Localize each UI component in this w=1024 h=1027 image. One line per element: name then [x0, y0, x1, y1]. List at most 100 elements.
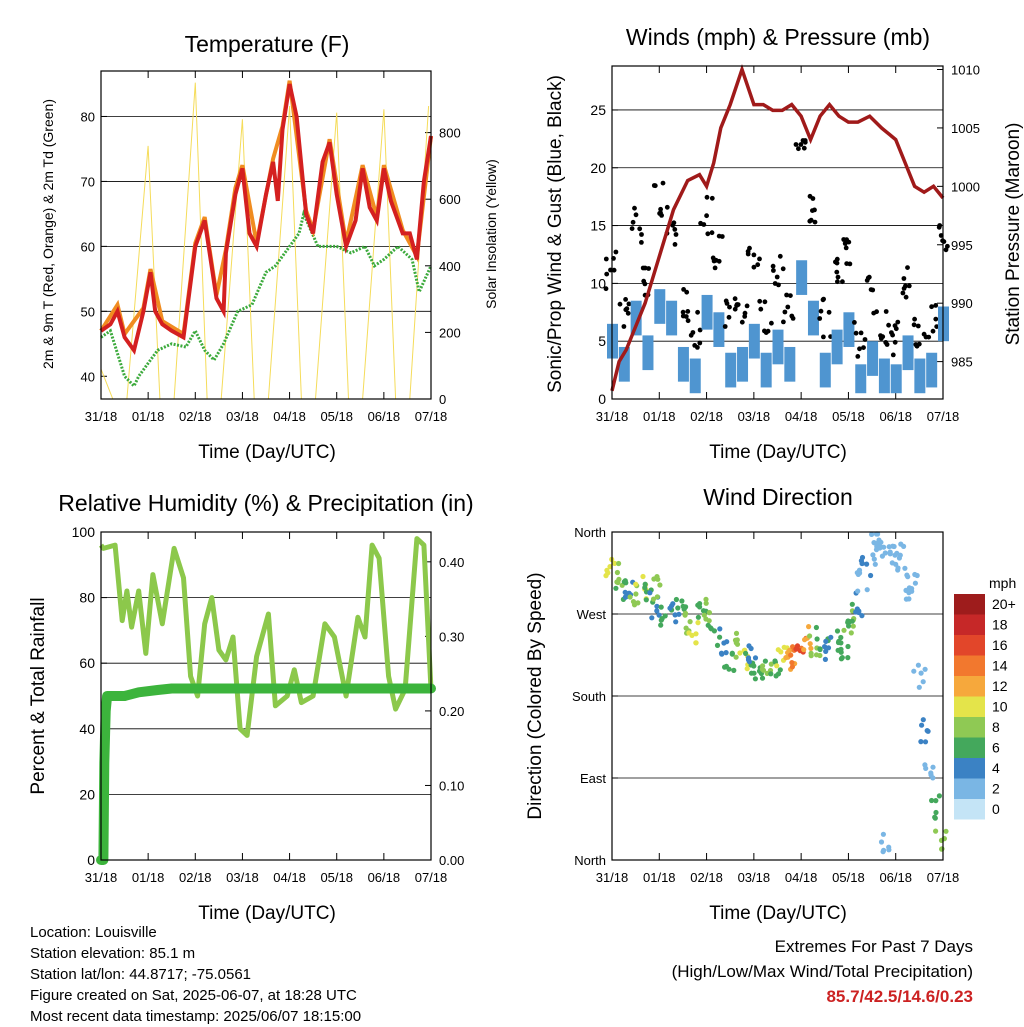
direction-xlabel: Time (Day/UTC)	[709, 903, 847, 924]
wind-gust-point	[800, 138, 806, 143]
wind-direction-point	[846, 623, 852, 629]
wind-gust-point	[633, 212, 639, 218]
wind-direction-point	[912, 580, 919, 586]
legend-swatch	[954, 594, 985, 615]
direction-title: Wind Direction	[703, 484, 853, 510]
wind-direction-point	[793, 646, 799, 652]
temperature-ytick-label: 60	[81, 239, 95, 254]
humidity-xlabel: Time (Day/UTC)	[198, 903, 336, 924]
direction-ytick-label: West	[577, 607, 607, 622]
humidity-xtick-label: 05/18	[320, 870, 353, 885]
winds-xtick-label: 03/18	[738, 409, 771, 424]
wind-direction-point	[640, 573, 646, 580]
temperature-xtick-label: 01/18	[132, 409, 165, 424]
winds-xtick-label: 02/18	[690, 409, 723, 424]
wind-gust-point	[776, 282, 781, 288]
wind-direction-point	[647, 590, 653, 596]
wind-direction-point	[878, 839, 885, 845]
wind-gust-point	[672, 227, 678, 232]
wind-direction-point	[774, 663, 780, 669]
wind-direction-point	[914, 572, 920, 579]
wind-gust-point	[646, 266, 651, 271]
wind-gust-point	[709, 230, 715, 236]
wind-gust-point	[658, 210, 663, 216]
temperature-y2tick-label: 600	[439, 192, 461, 207]
wind-direction-point	[864, 561, 870, 567]
wind-gust-point	[874, 309, 879, 315]
wind-direction-point	[895, 567, 901, 573]
winds-frame	[611, 65, 944, 400]
wind-direction-point	[614, 569, 621, 576]
wind-direction-point	[896, 555, 903, 561]
direction-xtick-label: 07/18	[927, 870, 960, 885]
wind-gust-point	[641, 278, 647, 284]
wind-gust-point	[807, 218, 813, 224]
wind-direction-point	[607, 564, 613, 570]
wind-direction-point	[918, 670, 924, 676]
direction-ytick-label: East	[580, 771, 606, 786]
legend-swatch	[954, 799, 985, 820]
wind-direction-point	[654, 608, 660, 614]
wind-direction-point	[676, 611, 682, 617]
extremes-heading: Extremes For Past 7 Days	[774, 937, 973, 956]
wind-direction-point	[635, 600, 641, 606]
wind-direction-point	[841, 627, 847, 633]
winds-y2tick-label: 1010	[951, 63, 980, 78]
wind-speed-mark	[737, 346, 749, 382]
wind-gust-point	[884, 342, 890, 347]
wind-direction-point	[734, 637, 740, 643]
wind-gust-point	[603, 256, 609, 262]
wind-direction-point	[828, 634, 834, 640]
wind-direction-point	[726, 666, 732, 672]
wind-direction-point	[924, 728, 930, 734]
wind-direction-point	[817, 652, 823, 659]
wind-gust-point	[840, 279, 845, 285]
wind-gust-point	[906, 283, 912, 289]
station-info: Location: Louisville Station elevation: …	[30, 922, 361, 1027]
wind-gust-point	[930, 328, 936, 334]
winds-ylabel: Sonic/Prop Wind & Gust (Blue, Black)	[545, 75, 566, 393]
wind-direction-point	[737, 650, 743, 656]
humidity-ytick-label: 20	[79, 786, 95, 802]
wind-direction-point	[904, 572, 910, 578]
humidity-y2tick-label: 0.10	[439, 778, 464, 793]
wind-speed-mark	[654, 289, 666, 324]
wind-direction-point	[918, 739, 924, 745]
wind-gust-point	[857, 346, 862, 352]
wind-gust-point	[660, 180, 666, 186]
wind-gust-point	[890, 332, 895, 338]
wind-direction-point	[880, 831, 887, 837]
wind-direction-point	[654, 594, 660, 600]
wind-direction-point	[748, 645, 754, 652]
wind-direction-point	[656, 612, 662, 618]
wind-direction-point	[743, 650, 749, 657]
wind-gust-point	[821, 296, 826, 302]
wind-direction-point	[695, 614, 702, 620]
wind-direction-point	[622, 589, 628, 595]
wind-gust-point	[810, 208, 815, 214]
wind-gust-point	[697, 327, 703, 333]
wind-direction-point	[751, 663, 757, 669]
temperature-y2tick-label: 400	[439, 259, 461, 274]
temperature-y2tick-label: 0	[439, 392, 446, 407]
wind-gust-point	[900, 290, 906, 296]
wind-direction-point	[922, 739, 929, 745]
wind-direction-point	[906, 596, 912, 602]
temperature-xtick-label: 02/18	[179, 409, 212, 424]
wind-direction-point	[834, 628, 841, 634]
wind-gust-point	[834, 269, 840, 275]
wind-direction-point	[839, 655, 845, 661]
wind-gust-point	[709, 195, 715, 201]
wind-gust-point	[865, 275, 871, 281]
wind-gust-point	[781, 319, 786, 325]
wind-gust-point	[788, 293, 793, 298]
wind-direction-point	[915, 662, 922, 668]
wind-direction-point	[873, 540, 879, 546]
direction-xtick-label: 03/18	[738, 870, 771, 885]
wind-gust-point	[680, 309, 686, 315]
direction-xtick-label: 04/18	[785, 870, 818, 885]
wind-gust-point	[862, 337, 868, 342]
wind-speed-mark	[642, 335, 654, 371]
wind-direction-point	[633, 581, 639, 587]
wind-gust-point	[893, 326, 899, 332]
